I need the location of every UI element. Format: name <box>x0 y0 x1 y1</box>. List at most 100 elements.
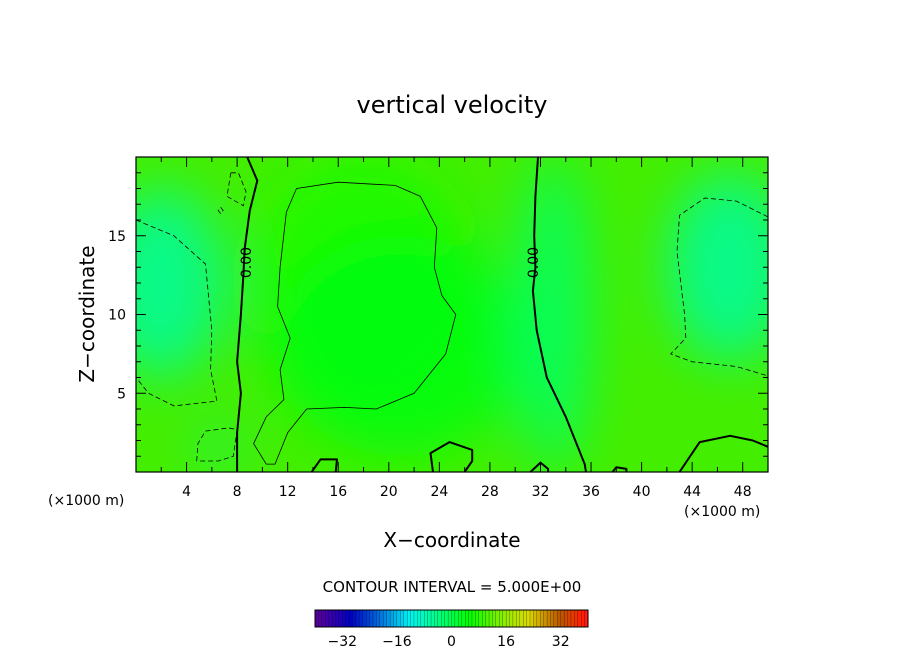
colorbar-cell <box>359 609 364 628</box>
colorbar-cell <box>403 609 408 628</box>
contour-line <box>136 219 218 407</box>
colorbar-cell <box>471 609 476 628</box>
colorbar-cell <box>314 609 319 628</box>
colorbar-cell <box>550 609 555 628</box>
contour-line <box>310 458 338 472</box>
x-unit-right: (×1000 m) <box>684 504 760 520</box>
colorbar-cell <box>345 609 350 628</box>
colorbar-cell <box>434 609 439 628</box>
colorbar-cell <box>546 609 551 628</box>
colorbar-cell <box>338 609 343 628</box>
field-blob <box>666 172 768 362</box>
y-tick-label: 15 <box>108 229 126 245</box>
contour-line <box>529 461 550 472</box>
colorbar-cell <box>485 609 490 628</box>
colorbar-cell <box>396 609 401 628</box>
contour-line <box>611 466 628 472</box>
x-tick-label: 32 <box>532 484 550 500</box>
colorbar-tick-label: −16 <box>382 634 412 650</box>
colorbar-cell <box>468 609 473 628</box>
field-blob <box>275 235 528 457</box>
colorbar-cell <box>563 609 569 628</box>
colorbar-cell <box>430 609 435 628</box>
colorbar-cell <box>372 609 377 628</box>
colorbar-cell <box>557 609 562 628</box>
x-tick-label: 12 <box>279 484 297 500</box>
colorbar-cell <box>318 609 323 628</box>
contour-line <box>678 434 768 472</box>
colorbar-tick-label: −32 <box>328 634 358 650</box>
y-axis-label: Z−coordinate <box>75 245 99 382</box>
x-tick-label: 44 <box>683 484 701 500</box>
colorbar-cell <box>362 609 367 628</box>
y-tick-label: 5 <box>117 386 126 402</box>
contour-lines <box>136 157 768 472</box>
colorbar-cell <box>366 609 371 628</box>
field-blob <box>199 432 238 465</box>
x-tick-label: 20 <box>380 484 398 500</box>
colorbar-cell <box>516 609 521 628</box>
colorbar-cell <box>410 609 415 628</box>
x-tick-label: 36 <box>582 484 600 500</box>
contour-labels: 0.00 0.00 <box>239 247 542 278</box>
colorbar-cell <box>454 609 459 628</box>
colorbar-cell <box>488 609 493 628</box>
colorbar-cell <box>441 609 446 628</box>
contour-interval-text: CONTOUR INTERVAL = 5.000E+00 <box>323 578 582 596</box>
field-blob <box>515 157 592 472</box>
contour-label: 0.00 <box>239 247 255 278</box>
colorbar-cell <box>560 609 565 628</box>
field-shading <box>136 157 768 472</box>
colorbar-tick-label: 32 <box>552 634 570 650</box>
colorbar-cell <box>475 609 480 628</box>
x-tick-label: 28 <box>481 484 499 500</box>
colorbar-cell <box>502 609 507 628</box>
colorbar-cell <box>349 609 354 628</box>
colorbar-cell <box>499 609 504 628</box>
colorbar-cell <box>376 609 381 628</box>
colorbar-cell <box>519 609 524 628</box>
field-blob <box>136 188 225 378</box>
contour-line <box>236 157 259 472</box>
colorbar-tick-label: 16 <box>497 634 515 650</box>
contour-line <box>531 157 587 472</box>
colorbar-cell <box>379 609 384 628</box>
y-axis-ticks: 5 10 15 <box>108 156 768 473</box>
colorbar-cell <box>389 609 395 628</box>
colorbar-cell <box>543 609 548 628</box>
colorbar-cell <box>355 609 360 628</box>
colorbar-cell <box>512 609 517 628</box>
colorbar-tick-label: 0 <box>447 634 456 650</box>
colorbar-cell <box>461 609 466 628</box>
colorbar-cell <box>478 609 483 628</box>
x-unit-left: (×1000 m) <box>48 493 124 509</box>
colorbar-cell <box>383 609 388 628</box>
colorbar-cell <box>335 609 340 628</box>
colorbar-cell <box>465 609 470 628</box>
x-tick-label: 40 <box>633 484 651 500</box>
colorbar-cell <box>540 609 545 628</box>
x-tick-label: 24 <box>430 484 448 500</box>
colorbar-cell <box>437 609 442 628</box>
chart-title: vertical velocity <box>357 91 548 119</box>
y-tick-label: 10 <box>108 308 126 324</box>
colorbar-cell <box>553 609 558 628</box>
x-axis-ticks: 4 8 12 16 20 24 28 32 36 40 44 48 <box>135 157 769 500</box>
colorbar-cell <box>407 609 412 628</box>
colorbar-cell <box>451 609 456 628</box>
colorbar-cell <box>577 609 582 628</box>
colorbar-cell <box>482 609 487 628</box>
colorbar-cell <box>420 609 425 628</box>
colorbar-cell <box>400 609 405 628</box>
x-tick-label: 4 <box>182 484 191 500</box>
colorbar-cell <box>509 609 514 628</box>
colorbar-cell <box>505 609 511 628</box>
colorbar-cell <box>325 609 330 628</box>
colorbar-cell <box>495 609 500 628</box>
colorbar-cell <box>523 609 528 628</box>
colorbar-cell <box>529 609 534 628</box>
colorbar-cell <box>526 609 531 628</box>
colorbar-cell <box>581 609 586 628</box>
